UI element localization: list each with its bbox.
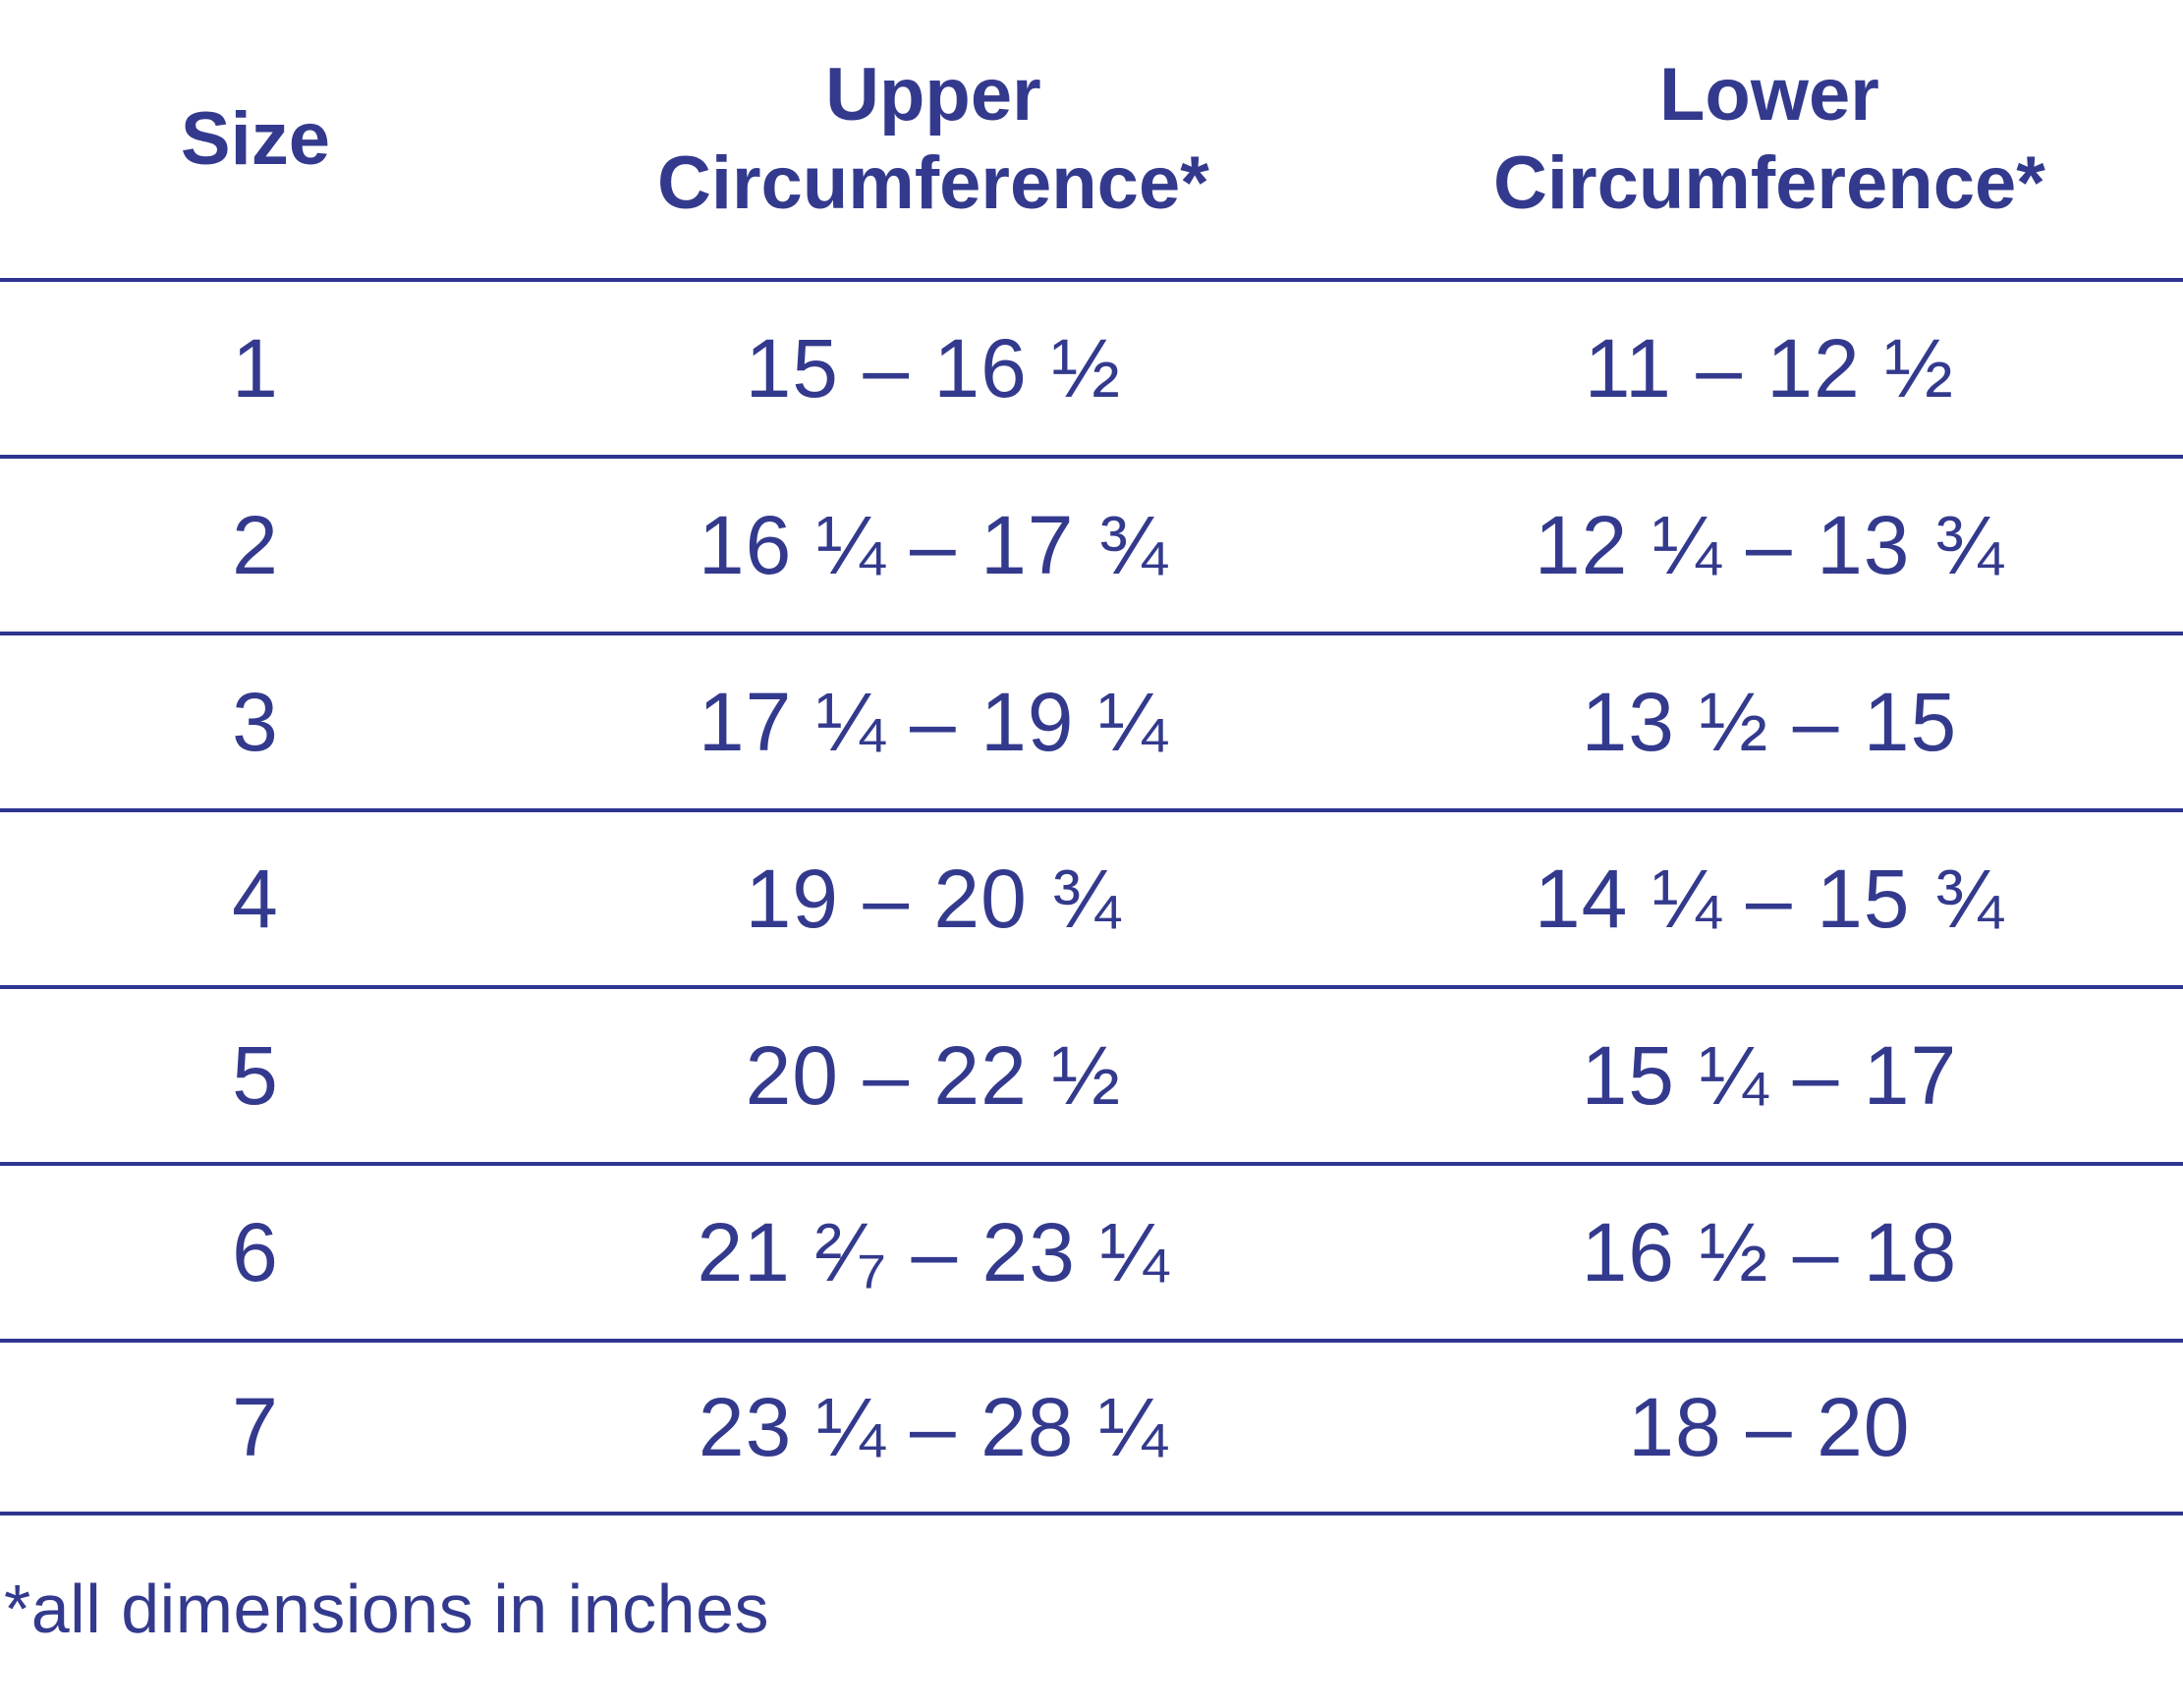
upper-circumference-value: 16 ¼ – 17 ¾ [698,498,1168,591]
column-header-upper-circumference-label: Upper Circumference* [656,52,1209,225]
upper-circumference-value: 15 – 16 ½ [745,321,1122,414]
table-row: 4 19 – 20 ¾ 14 ¼ – 15 ¾ [0,808,2183,985]
footnote-all-dimensions-in-inches: *all dimensions in inches [4,1570,770,1647]
lower-circumference-value: 11 – 12 ½ [1584,321,1955,414]
size-value: 5 [232,1028,279,1122]
size-chart-table: Size Upper Circumference* Lower Circumfe… [0,0,2183,1515]
size-value: 7 [232,1380,279,1473]
upper-circumference-value: 21 ²⁄₇ – 23 ¼ [697,1205,1170,1298]
lower-circumference-value: 12 ¼ – 13 ¾ [1534,498,2004,591]
lower-circumference-value: 13 ½ – 15 [1581,675,1958,768]
table-header-row: Size Upper Circumference* Lower Circumfe… [0,0,2183,278]
table-row: 2 16 ¼ – 17 ¾ 12 ¼ – 13 ¾ [0,455,2183,632]
upper-circumference-value: 17 ¼ – 19 ¼ [698,675,1168,768]
upper-circumference-value: 19 – 20 ¾ [745,852,1122,945]
table-row: 5 20 – 22 ½ 15 ¼ – 17 [0,985,2183,1162]
size-value: 4 [232,852,279,945]
size-value: 3 [232,675,279,768]
table-row: 6 21 ²⁄₇ – 23 ¼ 16 ½ – 18 [0,1162,2183,1339]
lower-circumference-value: 15 ¼ – 17 [1581,1028,1958,1122]
lower-circumference-value: 14 ¼ – 15 ¾ [1534,852,2004,945]
lower-circumference-value: 16 ½ – 18 [1581,1205,1958,1298]
size-value: 6 [232,1205,279,1298]
column-header-size-label: Size [180,96,330,181]
column-header-upper-circumference: Upper Circumference* [609,51,1258,227]
upper-circumference-value: 23 ¼ – 28 ¼ [698,1380,1168,1473]
size-value: 2 [232,498,279,591]
lower-circumference-value: 18 – 20 [1628,1380,1911,1473]
upper-circumference-value: 20 – 22 ½ [745,1028,1122,1122]
size-value: 1 [232,321,279,414]
column-header-lower-circumference-label: Lower Circumference* [1493,52,2045,225]
table-row: 1 15 – 16 ½ 11 – 12 ½ [0,278,2183,455]
column-header-size: Size [181,95,330,184]
column-header-lower-circumference: Lower Circumference* [1445,51,2094,227]
table-row: 7 23 ¼ – 28 ¼ 18 – 20 [0,1339,2183,1515]
table-row: 3 17 ¼ – 19 ¼ 13 ½ – 15 [0,632,2183,808]
